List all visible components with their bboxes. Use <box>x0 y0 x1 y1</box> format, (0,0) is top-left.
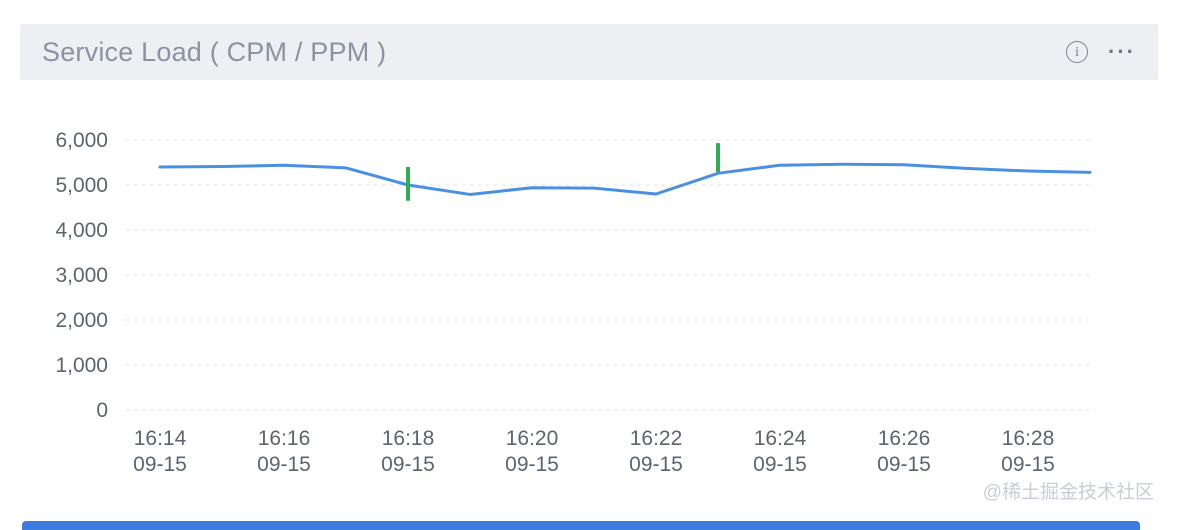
x-tick-date: 09-15 <box>1001 453 1055 476</box>
x-tick-time: 16:24 <box>754 427 807 450</box>
x-tick-date: 09-15 <box>629 453 683 476</box>
series-line <box>158 162 1092 196</box>
chart-area: 0 1,000 2,000 3,000 4,000 5,000 6,000 16:14 09-1… <box>0 90 1178 490</box>
x-tick-time: 16:18 <box>382 427 435 450</box>
next-panel-top-edge <box>22 521 1140 530</box>
y-tick-label: 0 <box>96 399 108 422</box>
more-menu-icon[interactable]: ··· <box>1108 39 1136 64</box>
y-tick-label: 3,000 <box>55 264 108 287</box>
x-tick-date: 09-15 <box>505 453 559 476</box>
y-tick-label: 1,000 <box>55 354 108 377</box>
x-tick-date: 09-15 <box>133 453 187 476</box>
x-tick-time: 16:28 <box>1002 427 1055 450</box>
x-tick-time: 16:20 <box>506 427 559 450</box>
y-tick-label: 5,000 <box>55 174 108 197</box>
info-icon[interactable]: i <box>1066 41 1089 63</box>
y-tick-label: 4,000 <box>55 219 108 242</box>
x-tick-time: 16:16 <box>258 427 311 450</box>
y-tick-label: 6,000 <box>55 129 108 152</box>
x-tick-date: 09-15 <box>753 453 807 476</box>
y-tick-label: 2,000 <box>55 309 108 332</box>
x-tick-time: 16:14 <box>134 427 187 450</box>
card-title: Service Load ( CPM / PPM ) <box>42 36 387 67</box>
service-load-chart: 0 1,000 2,000 3,000 4,000 5,000 6,000 16:14 09-1… <box>55 129 1092 476</box>
header-actions: i ··· <box>1066 41 1136 63</box>
x-tick-time: 16:26 <box>878 427 931 450</box>
x-tick-time: 16:22 <box>630 427 683 450</box>
x-tick-date: 09-15 <box>877 453 931 476</box>
watermark: @稀土掘金技术社区 <box>982 482 1154 503</box>
x-tick-date: 09-15 <box>381 453 435 476</box>
x-tick-date: 09-15 <box>257 453 311 476</box>
card-header: Service Load ( CPM / PPM ) i ··· <box>20 24 1158 80</box>
